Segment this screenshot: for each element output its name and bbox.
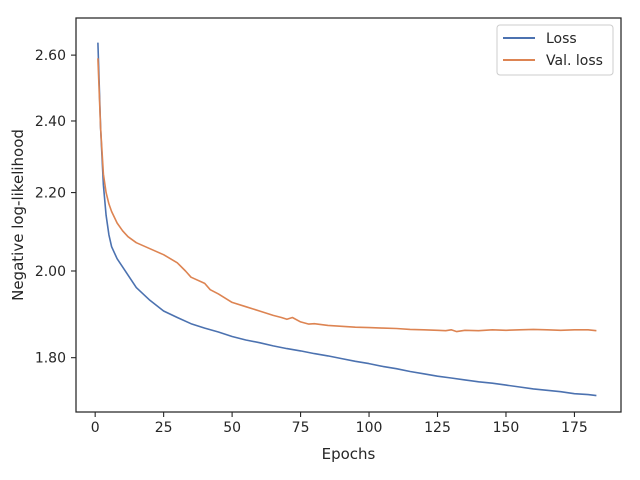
y-tick-label: 1.80 [35, 351, 66, 367]
y-tick-label: 2.20 [35, 186, 66, 202]
x-tick-label: 25 [155, 420, 173, 436]
series-line-loss [97, 42, 597, 397]
x-axis: 0 25 50 75 100 125 150 175 [91, 412, 588, 436]
x-axis-label: Epochs [322, 445, 376, 463]
y-tick-label: 2.60 [35, 48, 66, 64]
x-tick-label: 75 [292, 420, 310, 436]
x-tick-label: 125 [424, 420, 451, 436]
y-tick-label: 2.40 [35, 114, 66, 130]
legend-label-val-loss: Val. loss [546, 53, 603, 69]
series-line-val-loss [97, 58, 597, 333]
plot-frame [75, 17, 622, 413]
x-tick-label: 150 [493, 420, 520, 436]
x-tick-label: 175 [561, 420, 588, 436]
series-layer [97, 42, 597, 397]
legend-label-loss: Loss [546, 31, 577, 47]
plot-background [76, 18, 621, 412]
x-tick-label: 50 [223, 420, 241, 436]
legend: Loss Val. loss [496, 24, 614, 76]
y-axis: 1.80 2.00 2.20 2.40 2.60 [35, 48, 76, 367]
x-tick-label: 0 [91, 420, 100, 436]
y-axis-label: Negative log-likelihood [9, 129, 27, 301]
x-tick-label: 100 [356, 420, 383, 436]
y-tick-label: 2.00 [35, 264, 66, 280]
